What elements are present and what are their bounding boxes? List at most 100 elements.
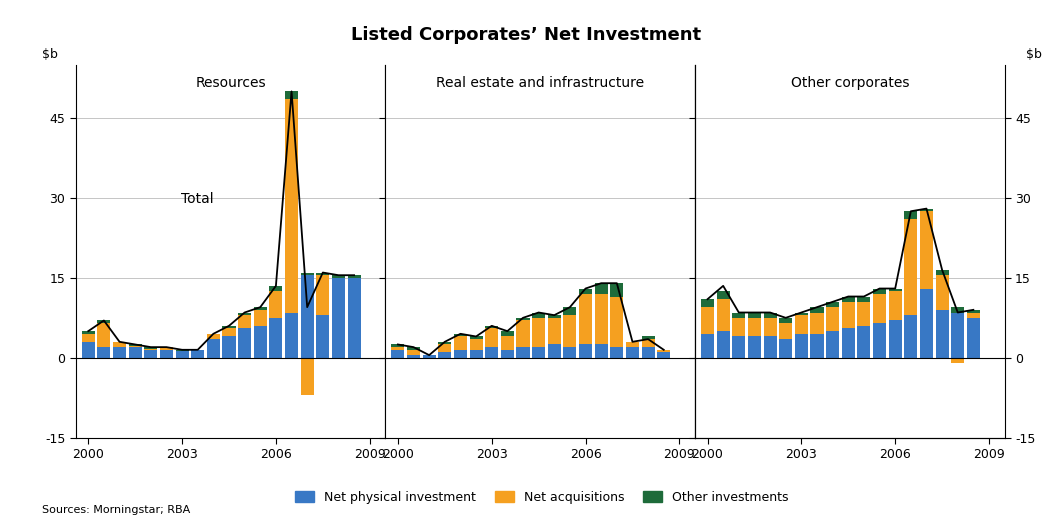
Bar xyxy=(951,307,965,312)
Bar xyxy=(347,278,361,358)
Bar xyxy=(889,289,902,291)
Bar xyxy=(951,358,965,363)
Bar xyxy=(82,331,95,334)
Bar xyxy=(905,315,917,358)
Bar xyxy=(701,299,714,307)
Bar xyxy=(317,315,329,358)
Bar xyxy=(564,315,576,347)
Bar xyxy=(548,344,561,358)
Bar xyxy=(732,312,746,318)
Bar xyxy=(285,91,298,99)
Text: Resources: Resources xyxy=(196,76,266,90)
Text: $b: $b xyxy=(42,48,58,61)
Bar xyxy=(610,347,624,358)
Bar xyxy=(128,344,142,346)
Bar xyxy=(254,310,267,326)
Bar xyxy=(642,337,654,347)
Bar xyxy=(113,347,126,358)
Bar xyxy=(842,328,855,358)
Bar xyxy=(453,337,467,350)
Bar xyxy=(439,342,451,344)
Bar xyxy=(485,328,499,347)
Bar xyxy=(795,334,808,358)
Bar xyxy=(626,347,639,358)
Bar xyxy=(176,350,188,358)
Bar xyxy=(579,344,592,358)
Bar xyxy=(391,350,404,358)
Bar xyxy=(82,331,95,342)
Bar xyxy=(857,326,870,358)
Bar xyxy=(532,318,545,347)
Text: Listed Corporates’ Net Investment: Listed Corporates’ Net Investment xyxy=(351,26,701,44)
Bar xyxy=(285,99,298,312)
Bar xyxy=(317,275,329,315)
Bar xyxy=(701,334,714,358)
Bar xyxy=(331,275,345,278)
Bar xyxy=(919,211,933,289)
Bar xyxy=(764,312,776,318)
Bar xyxy=(469,339,483,350)
Bar xyxy=(254,307,267,310)
Bar xyxy=(82,342,95,358)
Bar xyxy=(238,328,251,358)
Bar xyxy=(716,331,730,358)
Bar xyxy=(748,318,761,337)
Bar xyxy=(873,323,886,358)
Bar xyxy=(113,342,126,347)
Bar xyxy=(144,347,158,350)
Bar xyxy=(222,328,236,337)
Bar xyxy=(701,307,714,334)
Bar xyxy=(826,331,839,358)
Bar xyxy=(873,289,886,294)
Legend: Net physical investment, Net acquisitions, Other investments: Net physical investment, Net acquisition… xyxy=(290,486,793,509)
Bar xyxy=(810,307,824,312)
Bar xyxy=(301,275,313,358)
Bar xyxy=(453,334,467,337)
Bar xyxy=(548,318,561,344)
Bar xyxy=(501,331,514,337)
Bar xyxy=(128,344,142,347)
Bar xyxy=(716,299,730,331)
Bar xyxy=(967,318,980,358)
Bar xyxy=(269,318,283,358)
Bar xyxy=(951,312,965,358)
Bar xyxy=(935,270,949,275)
Bar xyxy=(301,358,313,395)
Bar xyxy=(748,337,761,358)
Bar xyxy=(98,321,110,323)
Bar xyxy=(579,289,592,294)
Bar xyxy=(423,355,436,358)
Bar xyxy=(548,315,561,318)
Bar xyxy=(564,307,576,315)
Bar xyxy=(732,318,746,337)
Bar xyxy=(873,294,886,323)
Bar xyxy=(579,294,592,344)
Bar xyxy=(826,302,839,307)
Bar xyxy=(191,350,204,358)
Bar xyxy=(407,347,420,350)
Bar xyxy=(795,312,808,315)
Text: $b: $b xyxy=(1026,48,1041,61)
Text: Other corporates: Other corporates xyxy=(791,76,909,90)
Bar xyxy=(517,321,529,347)
Bar xyxy=(935,275,949,310)
Bar xyxy=(826,307,839,331)
Text: Total: Total xyxy=(181,192,214,206)
Bar xyxy=(810,334,824,358)
Bar xyxy=(317,272,329,275)
Bar xyxy=(517,318,529,321)
Bar xyxy=(842,296,855,302)
Bar xyxy=(160,350,173,358)
Bar xyxy=(222,326,236,328)
Bar xyxy=(254,326,267,358)
Bar xyxy=(485,347,499,358)
Bar xyxy=(780,339,792,358)
Bar xyxy=(935,310,949,358)
Bar xyxy=(407,350,420,355)
Bar xyxy=(905,219,917,315)
Bar xyxy=(238,312,251,315)
Bar xyxy=(857,302,870,326)
Bar xyxy=(160,347,173,350)
Bar xyxy=(780,318,792,323)
Bar xyxy=(176,350,188,351)
